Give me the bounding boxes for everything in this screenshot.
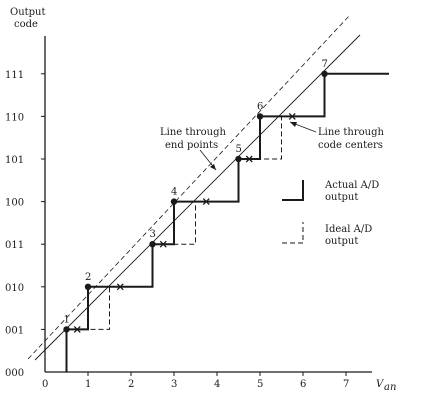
x-axis-title-subscript: an [384,382,396,393]
y-tick-label: 100 [5,198,24,209]
x-tick-label: 5 [257,379,263,390]
end-point-dot [63,326,70,333]
y-axis-title: Output [10,7,46,18]
end-point-label: 4 [171,187,177,198]
x-tick-label: 3 [171,379,177,390]
line-through-code-centers [34,34,361,361]
end-point-label: 1 [64,314,70,325]
end-point-dot [321,70,328,78]
end-point-label: 6 [257,101,263,112]
end-point-label: 2 [85,272,91,283]
x-axis-ticks: 0 1 2 3 4 5 6 7 [42,372,349,390]
y-tick-label: 000 [5,368,24,379]
y-tick-label: 110 [5,112,24,123]
end-point-label: 7 [322,59,328,70]
ideal-output-staircase [66,115,325,330]
end-point-dot [256,113,264,120]
code-centers-annotation-line2: code centers [318,140,383,151]
legend-actual-label-line2: output [325,192,358,203]
x-tick-label: 2 [128,379,134,390]
legend-ideal-label: Ideal A/D [325,224,372,235]
end-points-annotation: Line through [160,127,226,138]
end-point-label: 3 [150,229,156,240]
y-tick-label: 101 [5,155,24,166]
y-axis-title-line2: code [14,19,38,30]
end-point-dot [149,241,156,248]
legend-ideal-symbol [282,222,304,244]
end-point-dot [170,198,178,205]
x-tick-label: 4 [214,379,220,390]
x-tick-label: 1 [85,379,91,390]
end-point-markers: 1 2 3 4 5 6 7 [63,59,328,333]
end-points-annotation-line2: end points [165,140,218,151]
y-tick-label: 111 [5,70,24,81]
end-point-dot [84,283,92,290]
x-tick-label: 7 [343,379,349,390]
legend-actual-symbol [282,180,304,201]
code-center-marker [245,155,253,163]
code-center-marker [73,325,81,333]
end-point-dot [235,155,242,163]
x-tick-label: 0 [42,379,48,390]
x-axis-title: V [376,379,385,390]
actual-output-staircase [65,72,389,372]
y-tick-label: 001 [5,325,24,336]
legend-ideal-label-line2: output [325,236,358,247]
y-axis-ticks: 000 001 010 011 100 101 110 111 [5,70,45,379]
x-tick-label: 6 [300,379,306,390]
code-center-marker [159,240,167,248]
code-centers-annotation: Line through [318,127,384,138]
code-center-markers [73,112,296,333]
line-through-end-points [27,14,351,360]
code-center-marker [116,283,124,291]
code-center-marker [202,198,210,206]
end-point-label: 5 [236,144,242,155]
y-tick-label: 010 [5,283,24,294]
code-centers-arrowhead [290,122,297,127]
y-tick-label: 011 [5,240,24,251]
code-center-marker [288,112,296,120]
legend-actual-label: Actual A/D [324,180,379,191]
end-points-arrowhead [210,164,216,170]
